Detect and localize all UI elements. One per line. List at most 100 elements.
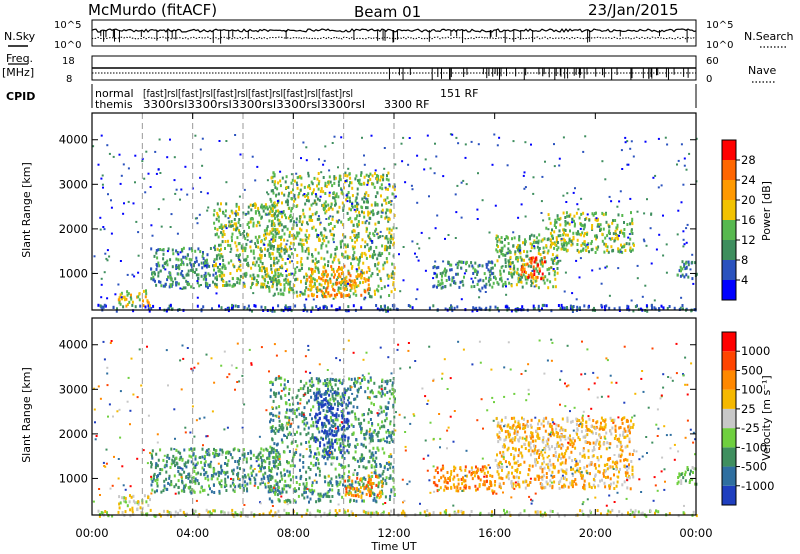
echo-cell <box>273 292 276 296</box>
echo-cell <box>561 245 564 249</box>
noise-cell <box>629 197 632 200</box>
noise-cell <box>562 136 565 139</box>
echo-cell <box>169 271 172 275</box>
noise-cell <box>215 254 218 257</box>
echo-cell <box>274 431 277 435</box>
echo-cell <box>195 462 198 466</box>
echo-cell <box>274 491 277 495</box>
echo-cell <box>276 268 279 272</box>
echo-cell <box>359 281 362 285</box>
echo-cell <box>216 228 219 232</box>
echo-cell <box>347 451 350 455</box>
echo-cell <box>317 378 320 382</box>
echo-cell <box>220 471 223 475</box>
echo-cell <box>288 290 291 294</box>
echo-cell <box>371 434 374 438</box>
noise-cell <box>655 248 658 251</box>
echo-cell <box>325 287 328 291</box>
echo-cell <box>121 496 124 500</box>
echo-cell <box>245 242 248 246</box>
echo-cell <box>548 272 551 276</box>
echo-cell <box>257 208 260 212</box>
noise-cell <box>578 276 581 279</box>
echo-cell <box>333 177 336 181</box>
nave-label: Nave <box>748 64 776 77</box>
echo-cell <box>275 452 278 456</box>
echo-cell <box>329 383 332 387</box>
echo-cell <box>298 220 301 224</box>
echo-cell <box>312 225 315 229</box>
echo-cell <box>583 223 586 227</box>
echo-cell <box>276 455 279 459</box>
noise-cell <box>618 234 620 237</box>
echo-cell <box>317 288 320 292</box>
echo-cell <box>209 487 211 491</box>
noise-cell <box>137 231 140 234</box>
echo-cell <box>263 233 265 237</box>
echo-cell <box>299 260 302 264</box>
echo-cell <box>372 212 375 216</box>
echo-cell <box>384 216 387 220</box>
echo-cell <box>312 490 314 494</box>
echo-cell <box>284 304 287 308</box>
echo-cell <box>333 293 336 297</box>
echo-cell <box>147 307 150 311</box>
colorbar-tick-label: 16 <box>741 213 756 227</box>
echo-cell <box>389 462 392 466</box>
echo-cell <box>276 187 279 191</box>
echo-cell <box>391 439 394 443</box>
echo-cell <box>118 495 121 499</box>
echo-cell <box>269 242 272 246</box>
echo-cell <box>390 275 393 278</box>
echo-cell <box>118 301 121 305</box>
echo-cell <box>293 273 296 277</box>
echo-cell <box>329 397 332 401</box>
echo-cell <box>558 514 561 518</box>
echo-cell <box>600 303 603 307</box>
echo-cell <box>278 428 281 432</box>
noise-cell <box>682 238 685 241</box>
echo-cell <box>651 306 653 310</box>
echo-cell <box>369 488 372 492</box>
echo-cell <box>168 304 171 308</box>
echo-cell <box>324 462 327 466</box>
echo-cell <box>279 211 282 215</box>
echo-cell <box>216 477 219 481</box>
echo-cell <box>330 411 333 415</box>
echo-cell <box>353 251 356 255</box>
colorbar-segment <box>722 140 736 160</box>
noise-cell <box>238 265 241 268</box>
echo-cell <box>311 492 314 496</box>
echo-cell <box>553 230 556 234</box>
echo-cell <box>666 307 669 310</box>
echo-cell <box>383 248 386 252</box>
echo-cell <box>182 286 185 290</box>
echo-cell <box>237 471 240 475</box>
echo-cell <box>386 174 388 177</box>
noise-cell <box>296 184 299 186</box>
echo-cell <box>256 455 259 459</box>
noise-cell <box>454 237 457 239</box>
echo-cell <box>206 262 209 266</box>
echo-cell <box>336 400 339 404</box>
echo-cell <box>537 241 540 245</box>
echo-cell <box>330 438 333 442</box>
echo-cell <box>277 463 280 466</box>
echo-cell <box>556 214 559 218</box>
noise-cell <box>106 297 109 300</box>
echo-cell <box>354 458 357 462</box>
echo-cell <box>487 512 490 516</box>
echo-cell <box>293 193 296 197</box>
echo-cell <box>305 238 308 242</box>
echo-cell <box>242 246 245 250</box>
echo-cell <box>432 304 435 308</box>
noise-cell <box>496 144 499 147</box>
echo-cell <box>390 228 393 232</box>
echo-cell <box>216 213 219 217</box>
echo-cell <box>375 304 378 307</box>
echo-cell <box>385 413 388 417</box>
echo-cell <box>338 447 341 451</box>
echo-cell <box>175 456 178 460</box>
echo-cell <box>511 261 514 265</box>
echo-cell <box>637 510 640 514</box>
